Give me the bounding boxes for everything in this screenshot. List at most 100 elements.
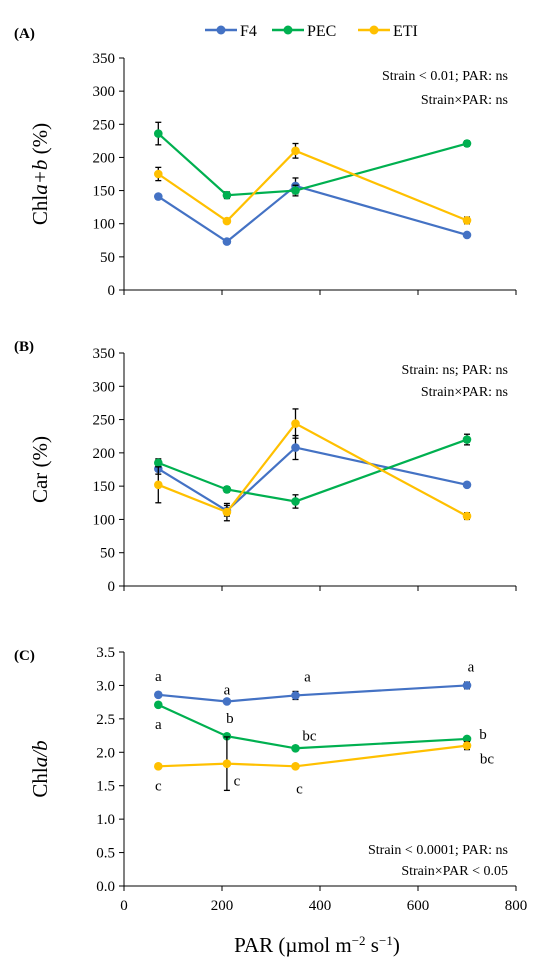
- y-tick-label: 200: [93, 150, 116, 166]
- y-tick-label: 300: [93, 379, 116, 395]
- y-tick-label: 2.5: [96, 712, 115, 728]
- data-point-f4: [154, 690, 163, 700]
- data-point-f4: [462, 681, 472, 690]
- legend-item-eti: ETI: [358, 23, 418, 40]
- series-line-eti: [157, 149, 468, 223]
- panel-label: (C): [14, 648, 35, 664]
- significance-letter: a: [155, 717, 162, 733]
- y-tick-label: 0.0: [96, 879, 115, 895]
- data-point-pec: [462, 139, 472, 148]
- panel-label: (B): [14, 339, 34, 355]
- data-point-pec: [291, 186, 300, 195]
- y-axis-label: Car (%): [28, 436, 52, 503]
- data-point-f4: [291, 691, 300, 700]
- data-point-pec: [291, 497, 300, 506]
- stats-annotation: Strain < 0.01; PAR: ns: [382, 69, 508, 84]
- y-tick-label: 350: [93, 51, 116, 67]
- data-point-eti: [222, 759, 232, 768]
- legend-label-f4: F4: [240, 23, 257, 40]
- y-tick-label: 150: [93, 184, 116, 200]
- series-line-f4: [157, 446, 468, 513]
- y-tick-label: 300: [93, 84, 116, 100]
- legend-marker-f4: [216, 25, 226, 35]
- legend: F4 PEC ETI: [205, 23, 418, 40]
- data-point-eti: [154, 169, 163, 179]
- series-line-eti: [157, 422, 468, 518]
- y-tick-label: 150: [93, 479, 116, 495]
- legend-marker-eti: [369, 25, 379, 35]
- significance-letter: b: [479, 727, 487, 743]
- y-tick-label: 250: [93, 117, 116, 133]
- data-point-eti: [222, 507, 232, 517]
- data-point-pec: [154, 700, 163, 710]
- y-axis-label: Chla/b: [28, 740, 52, 797]
- data-point-eti: [291, 419, 300, 428]
- x-axis-label: PAR (µmol m−2 s−1): [234, 933, 400, 957]
- y-tick-label: 50: [100, 250, 115, 266]
- y-tick-label: 100: [93, 512, 116, 528]
- significance-letter: a: [304, 669, 311, 685]
- panel-label: (A): [14, 26, 35, 42]
- y-tick-label: 1.5: [96, 779, 115, 795]
- panel-a: (A) Chla+b (%) 0 50 100 150 200 250 300 350 Strain…: [14, 26, 517, 299]
- data-point-pec: [154, 129, 163, 138]
- significance-letter: a: [155, 669, 162, 685]
- legend-label-eti: ETI: [393, 23, 418, 40]
- data-point-eti: [291, 762, 300, 771]
- series-line-eti: [158, 744, 468, 768]
- y-axis-label: Chla+b (%): [28, 123, 52, 225]
- data-point-f4: [222, 237, 232, 246]
- legend-marker-pec: [283, 25, 293, 35]
- legend-item-pec: PEC: [272, 23, 336, 40]
- data-point-eti: [462, 741, 472, 750]
- y-tick-label: 350: [93, 346, 116, 362]
- y-tick-label: 250: [93, 413, 116, 429]
- y-tick-label: 100: [93, 217, 116, 233]
- x-tick-label: 0: [120, 898, 128, 914]
- stats-annotation: Strain×PAR: ns: [421, 93, 508, 108]
- x-tick-label: 800: [505, 898, 528, 914]
- data-point-pec: [222, 485, 232, 494]
- significance-letter: b: [226, 711, 234, 727]
- significance-letter: bc: [480, 752, 495, 768]
- legend-label-pec: PEC: [307, 23, 336, 40]
- y-tick-label: 2.0: [96, 745, 115, 761]
- x-tick-label: 200: [211, 898, 234, 914]
- data-point-pec: [222, 190, 232, 200]
- significance-letter: c: [155, 778, 162, 794]
- data-point-eti: [462, 216, 472, 225]
- panel-c: (C) Chla/b 0.0 0.5 1.0 1.5 2.0 2.5 3.0 3.5 0 200 400…: [14, 645, 527, 914]
- data-point-f4: [291, 443, 300, 452]
- stats-annotation: Strain < 0.0001; PAR: ns: [368, 843, 508, 858]
- data-point-f4: [154, 192, 163, 201]
- significance-letter: a: [224, 682, 231, 698]
- data-point-eti: [154, 762, 163, 771]
- significance-letter: a: [468, 659, 475, 675]
- series-line-f4: [158, 684, 468, 703]
- y-tick-label: 50: [100, 546, 115, 562]
- data-point-eti: [154, 480, 163, 490]
- y-tick-label: 0: [108, 579, 116, 595]
- legend-item-f4: F4: [205, 23, 257, 40]
- y-tick-label: 1.0: [96, 812, 115, 828]
- y-tick-label: 3.0: [96, 678, 115, 694]
- data-point-eti: [291, 146, 300, 156]
- y-tick-label: 200: [93, 446, 116, 462]
- data-point-f4: [462, 230, 472, 240]
- data-point-pec: [462, 435, 472, 444]
- data-point-pec: [222, 731, 232, 741]
- series-line-f4: [157, 184, 468, 243]
- stats-annotation: Strain×PAR: ns: [421, 385, 508, 400]
- y-tick-label: 0.5: [96, 846, 115, 862]
- significance-letter: bc: [302, 728, 317, 744]
- data-point-f4: [462, 480, 472, 490]
- significance-letter: c: [296, 781, 303, 797]
- y-tick-label: 3.5: [96, 645, 115, 661]
- data-point-pec: [154, 458, 163, 468]
- series-line-pec: [157, 703, 468, 750]
- x-tick-label: 600: [407, 898, 430, 914]
- panel-b: (B) Car (%) 0 50 100 150 200 250 300 350 Strain: n…: [14, 339, 517, 595]
- data-point-f4: [222, 697, 232, 706]
- series-line-pec: [157, 132, 468, 197]
